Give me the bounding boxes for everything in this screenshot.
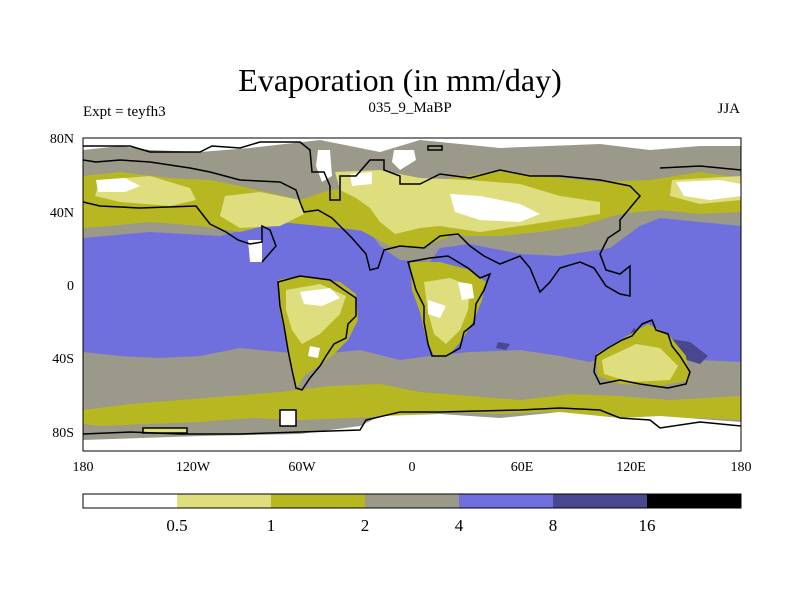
colorbar-label: 16 xyxy=(638,516,656,535)
colorbar-swatch-5 xyxy=(553,494,647,508)
lon-tick-60w: 60W xyxy=(288,460,316,475)
lat-tick-80s: 80S xyxy=(52,426,74,441)
lat-tick-0: 0 xyxy=(67,279,74,294)
lon-tick-120e: 120E xyxy=(616,460,646,475)
colorbar-swatch-3 xyxy=(365,494,459,508)
lon-tick-60e: 60E xyxy=(510,460,534,475)
colorbar-label: 4 xyxy=(454,516,464,535)
lon-tick-0: 0 xyxy=(408,460,416,475)
lat-tick-40n: 40N xyxy=(49,206,74,221)
lon-tick-120w: 120W xyxy=(175,460,211,475)
lat-tick-80n: 80N xyxy=(49,132,74,147)
colorbar-swatch-2 xyxy=(271,494,365,508)
lon-tick-180e: 180 xyxy=(730,460,752,475)
colorbar xyxy=(82,493,742,509)
colorbar-label: 8 xyxy=(548,516,558,535)
time-slice-label: 035_9_MaBP xyxy=(368,100,452,116)
colorbar-swatch-4 xyxy=(459,494,553,508)
lat-tick-40s: 40S xyxy=(52,352,74,367)
plot-frame xyxy=(82,137,742,452)
colorbar-label: 1 xyxy=(266,516,276,535)
lon-tick-180w: 180 xyxy=(72,460,94,475)
map-title: Evaporation (in mm/day) xyxy=(238,62,562,98)
colorbar-swatch-1 xyxy=(177,494,271,508)
experiment-label: Expt = teyfh3 xyxy=(83,104,166,120)
colorbar-label: 2 xyxy=(360,516,370,535)
colorbar-swatch-0 xyxy=(83,494,177,508)
colorbar-label: 0.5 xyxy=(166,516,188,535)
colorbar-swatch-6 xyxy=(647,494,741,508)
season-label: JJA xyxy=(717,101,740,117)
map-field xyxy=(83,138,741,451)
